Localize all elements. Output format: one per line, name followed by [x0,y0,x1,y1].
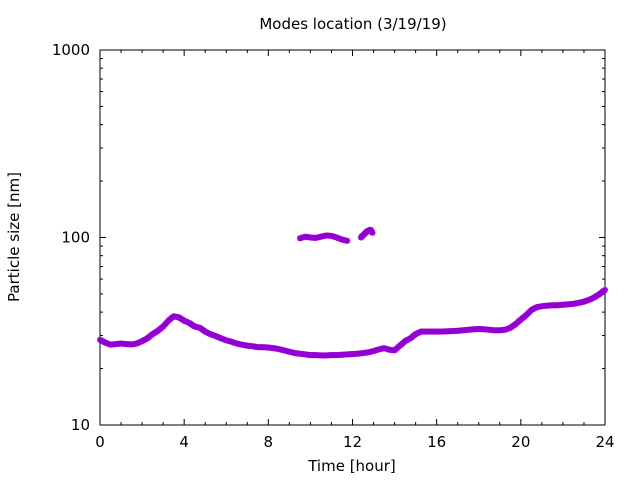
x-tick-label: 12 [343,433,362,451]
x-tick-label: 16 [427,433,446,451]
data-point [369,229,376,236]
series [97,286,608,359]
x-tick-label: 24 [595,433,614,451]
chart-title: Modes location (3/19/19) [259,15,446,33]
x-axis-label: Time [hour] [307,457,396,475]
x-tick-label: 20 [511,433,530,451]
y-tick-label: 10 [71,416,90,434]
x-tick-label: 8 [264,433,274,451]
y-axis: 10 100 1000 [52,41,605,434]
data-series [97,226,608,359]
y-axis-label: Particle size [nm] [5,172,23,302]
data-point [602,286,608,293]
x-axis: 0 4 8 12 16 20 24 [95,50,615,451]
y-tick-label: 1000 [52,41,90,59]
data-point [344,237,351,244]
series [357,226,376,241]
series [296,232,351,244]
plot-frame [99,49,606,426]
x-tick-label: 4 [179,433,189,451]
x-tick-label: 0 [95,433,105,451]
y-tick-label: 100 [61,229,90,247]
plot-area [99,49,606,426]
